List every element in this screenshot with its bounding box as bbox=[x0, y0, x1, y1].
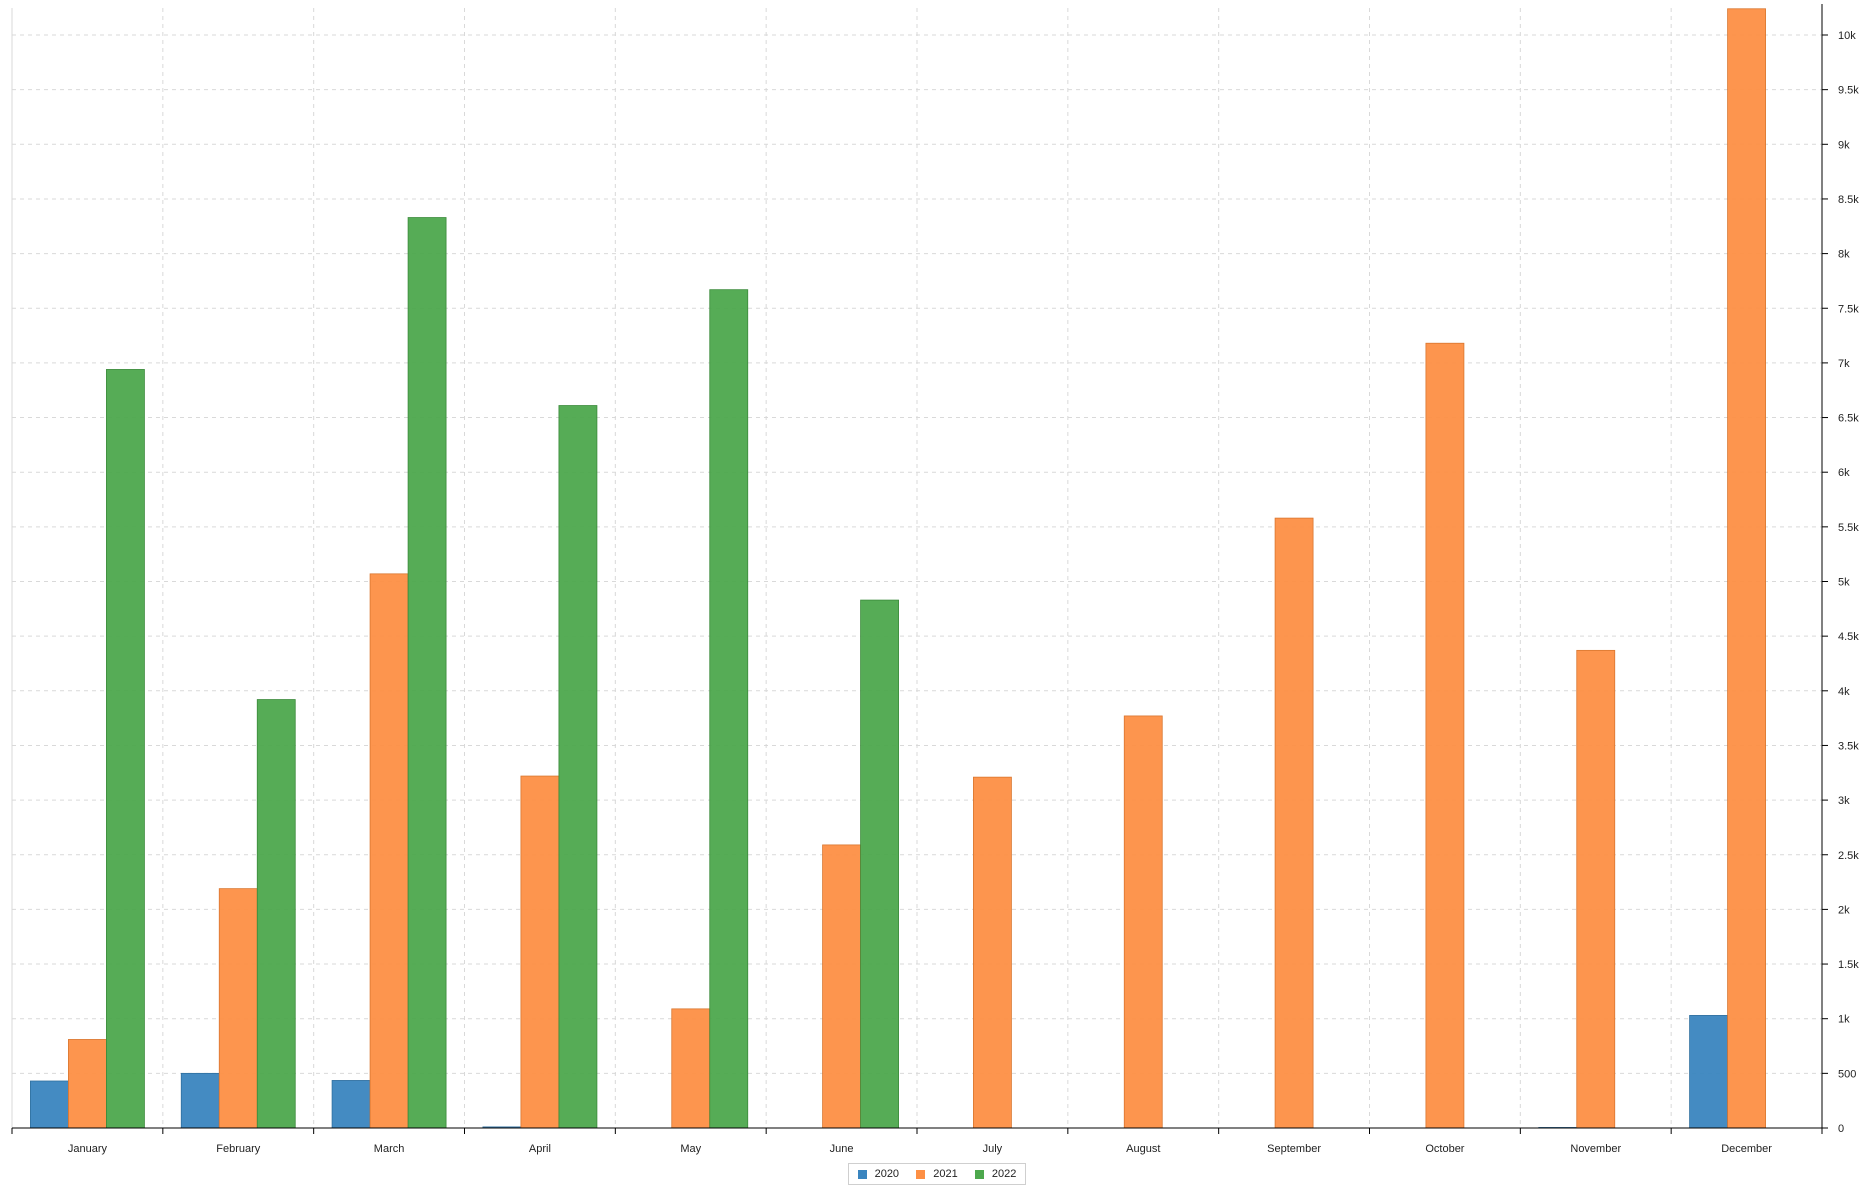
x-tick-label: April bbox=[529, 1143, 551, 1155]
y-tick-label: 4k bbox=[1838, 686, 1850, 698]
y-tick-label: 5k bbox=[1838, 577, 1850, 589]
y-tick-label: 6k bbox=[1838, 467, 1850, 479]
bar-2021-april[interactable] bbox=[520, 775, 560, 1129]
y-tick-label: 500 bbox=[1838, 1068, 1856, 1080]
bar-2021-december[interactable] bbox=[1727, 8, 1766, 1129]
bar-2020-january[interactable] bbox=[30, 1080, 69, 1129]
y-tick-label: 7k bbox=[1838, 358, 1850, 370]
bar-2022-may[interactable] bbox=[709, 289, 749, 1129]
bar-2021-june[interactable] bbox=[822, 844, 861, 1129]
x-tick-label: June bbox=[830, 1143, 854, 1155]
x-tick-label: September bbox=[1267, 1143, 1321, 1155]
bar-2021-january[interactable] bbox=[68, 1039, 107, 1129]
legend-label-2020: 2020 bbox=[874, 1168, 900, 1180]
grid-lines bbox=[11, 8, 1822, 1128]
y-tick-label: 7.5k bbox=[1838, 303, 1859, 315]
bar-2022-april[interactable] bbox=[558, 405, 598, 1129]
y-tick-label: 6.5k bbox=[1838, 413, 1859, 425]
bars-group bbox=[30, 8, 1766, 1129]
bar-2022-march[interactable] bbox=[407, 217, 447, 1129]
x-tick-label: October bbox=[1425, 1143, 1464, 1155]
bar-2021-september[interactable] bbox=[1274, 517, 1314, 1129]
bar-2021-may[interactable] bbox=[671, 1008, 711, 1129]
bar-2022-february[interactable] bbox=[256, 699, 296, 1129]
bar-2021-july[interactable] bbox=[973, 776, 1012, 1129]
bar-2021-october[interactable] bbox=[1425, 342, 1465, 1129]
legend-label-2022: 2022 bbox=[991, 1168, 1017, 1180]
legend-label-2021: 2021 bbox=[933, 1168, 958, 1180]
y-tick-label: 8k bbox=[1838, 249, 1850, 261]
y-tick-label: 5.5k bbox=[1838, 522, 1859, 534]
bar-2020-december[interactable] bbox=[1689, 1015, 1728, 1129]
bar-2021-august[interactable] bbox=[1123, 715, 1163, 1129]
x-tick-label: November bbox=[1570, 1143, 1621, 1155]
x-tick-label: March bbox=[374, 1143, 405, 1155]
legend-swatch-2021 bbox=[916, 1169, 926, 1179]
bar-2022-january[interactable] bbox=[106, 369, 145, 1129]
y-tick-label: 9k bbox=[1838, 139, 1850, 151]
y-tick-label: 3.5k bbox=[1838, 740, 1859, 752]
y-tick-label: 2.5k bbox=[1838, 850, 1859, 862]
y-tick-label: 10k bbox=[1838, 30, 1856, 42]
legend-swatch-2020 bbox=[857, 1169, 867, 1179]
y-tick-label: 0 bbox=[1838, 1123, 1844, 1135]
legend: 2020 2021 2022 bbox=[848, 1163, 1026, 1185]
y-tick-label: 2k bbox=[1838, 904, 1850, 916]
x-tick-label: July bbox=[983, 1143, 1003, 1155]
legend-item-2022[interactable]: 2022 bbox=[974, 1168, 1017, 1180]
y-tick-label: 8.5k bbox=[1838, 194, 1859, 206]
x-axis-labels: January February March April May June July Augu… bbox=[68, 1143, 1772, 1155]
bar-2022-june[interactable] bbox=[860, 599, 899, 1129]
legend-swatch-2022 bbox=[974, 1169, 984, 1179]
bar-2021-november[interactable] bbox=[1576, 649, 1616, 1129]
x-tick-label: January bbox=[68, 1143, 108, 1155]
y-tick-label: 3k bbox=[1838, 795, 1850, 807]
axes-group bbox=[11, 4, 1828, 1134]
legend-item-2020[interactable]: 2020 bbox=[857, 1168, 900, 1180]
x-tick-label: August bbox=[1126, 1143, 1160, 1155]
bar-2021-february[interactable] bbox=[218, 888, 258, 1129]
x-tick-label: February bbox=[216, 1143, 261, 1155]
x-tick-label: May bbox=[680, 1143, 701, 1155]
legend-item-2021[interactable]: 2021 bbox=[916, 1168, 958, 1180]
y-tick-label: 9.5k bbox=[1838, 85, 1859, 97]
y-tick-label: 1.5k bbox=[1838, 959, 1859, 971]
y-axis-labels: 0 500 1k 1.5k 2k 2.5k 3k 3.5k 4k 4.5k 5k 5.5k 6k 6.5k… bbox=[1838, 30, 1859, 1135]
bar-2020-march[interactable] bbox=[331, 1080, 371, 1129]
y-tick-label: 1k bbox=[1838, 1014, 1850, 1026]
x-tick-label: December bbox=[1721, 1143, 1772, 1155]
bar-2021-march[interactable] bbox=[369, 573, 409, 1129]
y-tick-label: 4.5k bbox=[1838, 631, 1859, 643]
bar-2020-february[interactable] bbox=[180, 1072, 220, 1129]
